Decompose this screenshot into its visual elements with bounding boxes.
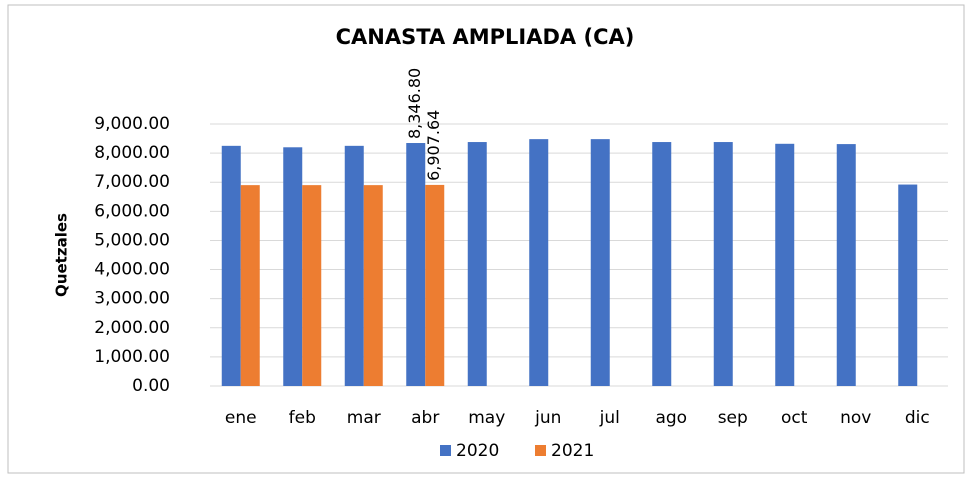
data-label: 6,907.64 bbox=[424, 110, 443, 181]
bar bbox=[363, 185, 383, 386]
bar bbox=[344, 145, 364, 386]
y-axis-title: Quetzales bbox=[53, 213, 71, 297]
y-tick-label: 1,000.00 bbox=[94, 347, 170, 367]
y-tick-label: 7,000.00 bbox=[94, 172, 170, 192]
y-tick-label: 0.00 bbox=[132, 376, 170, 396]
x-tick-label: sep bbox=[718, 408, 748, 428]
x-tick-label: mar bbox=[347, 408, 381, 428]
bar bbox=[283, 147, 303, 386]
x-tick-label: ago bbox=[655, 408, 687, 428]
data-label: 8,346.80 bbox=[405, 68, 424, 139]
bar bbox=[713, 142, 733, 386]
bar bbox=[775, 143, 795, 386]
y-tick-label: 3,000.00 bbox=[94, 289, 170, 309]
chart-title: CANASTA AMPLIADA (CA) bbox=[336, 25, 635, 49]
y-tick-label: 4,000.00 bbox=[94, 260, 170, 280]
x-tick-label: may bbox=[468, 408, 505, 428]
x-tick-label: dic bbox=[905, 408, 930, 428]
x-tick-label: jun bbox=[534, 408, 561, 428]
bar bbox=[836, 144, 856, 386]
bar bbox=[590, 139, 610, 386]
x-tick-label: jul bbox=[599, 408, 620, 428]
bar bbox=[240, 185, 260, 386]
x-tick-label: ene bbox=[225, 408, 257, 428]
bar bbox=[529, 139, 549, 386]
bar bbox=[425, 184, 445, 386]
bar bbox=[898, 184, 918, 386]
x-tick-label: feb bbox=[289, 408, 316, 428]
x-tick-label: nov bbox=[840, 408, 871, 428]
y-tick-label: 6,000.00 bbox=[94, 201, 170, 221]
bar bbox=[652, 142, 672, 386]
bar bbox=[302, 185, 322, 386]
legend-swatch bbox=[440, 445, 451, 456]
legend-label: 2020 bbox=[456, 441, 499, 461]
x-tick-label: oct bbox=[781, 408, 808, 428]
legend-label: 2021 bbox=[551, 441, 594, 461]
bar bbox=[467, 142, 487, 386]
bar bbox=[221, 145, 241, 386]
bar bbox=[406, 143, 426, 386]
legend-swatch bbox=[535, 445, 546, 456]
y-tick-label: 2,000.00 bbox=[94, 318, 170, 338]
y-tick-label: 9,000.00 bbox=[94, 114, 170, 134]
y-tick-label: 5,000.00 bbox=[94, 230, 170, 250]
y-tick-label: 8,000.00 bbox=[94, 143, 170, 163]
x-tick-label: abr bbox=[411, 408, 439, 428]
